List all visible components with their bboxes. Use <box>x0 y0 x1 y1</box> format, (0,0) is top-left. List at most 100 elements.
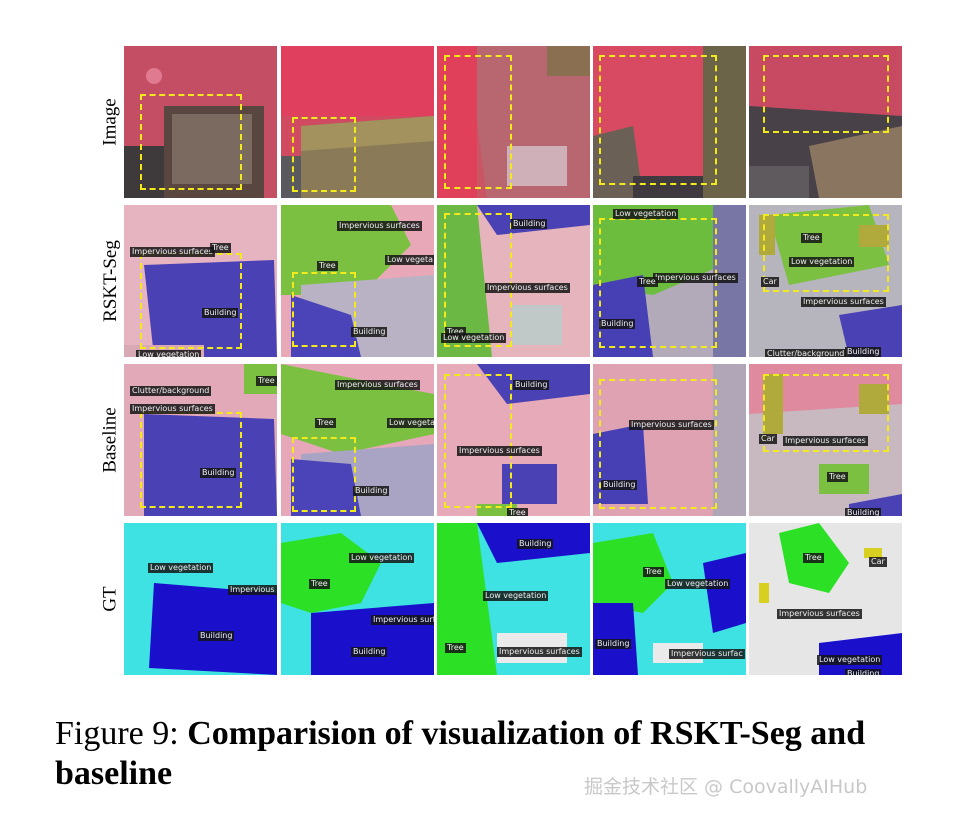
tag-tree: Tree <box>507 508 528 516</box>
tag-tree: Tree <box>801 233 822 243</box>
tag-building: Building <box>351 327 388 337</box>
baseline-tile-5: Car Impervious surfaces Tree Building <box>749 364 902 516</box>
tag-impervious: Impervious surfaces <box>457 446 542 456</box>
tag-low-vegetation: Low vegeta <box>385 255 434 265</box>
baseline-tile-3: Building Impervious surfaces Tree <box>437 364 590 516</box>
row-label-image: Image <box>100 98 122 146</box>
tag-impervious: Impervious surfaces <box>485 283 570 293</box>
tag-tree: Tree <box>637 277 658 287</box>
rskt-tile-3: Building Impervious surfaces Tree Low ve… <box>437 205 590 357</box>
tag-building: Building <box>511 219 548 229</box>
tag-building: Building <box>513 380 550 390</box>
tag-low-vegetation: Low vegetation <box>441 333 507 343</box>
tag-low-vegetation: Low vegetation <box>665 579 731 589</box>
row-label-gt: GT <box>99 586 121 612</box>
figure-9: Image RSKT-Seg Baseline GT <box>99 46 902 675</box>
highlight-box <box>292 272 356 347</box>
highlight-box <box>599 379 717 509</box>
tag-tree: Tree <box>445 643 466 653</box>
gt-tile-1: Low vegetation Impervious Building <box>124 523 277 675</box>
tag-impervious: Impervious surfaces <box>130 404 215 414</box>
tag-tree: Tree <box>827 472 848 482</box>
highlight-box <box>763 55 889 133</box>
image-tile-1 <box>124 46 277 198</box>
tag-tree: Tree <box>803 553 824 563</box>
highlight-box <box>763 374 889 452</box>
image-tile-3 <box>437 46 590 198</box>
highlight-box <box>444 55 512 189</box>
highlight-box <box>140 412 242 508</box>
rskt-tile-5: Tree Low vegetation Car Impervious surfa… <box>749 205 902 357</box>
tag-low-vegetation: Low vegetation <box>817 655 883 665</box>
tag-clutter: Clutter/background <box>765 349 847 357</box>
tag-car: Car <box>761 277 779 287</box>
highlight-box <box>292 117 356 192</box>
tag-building: Building <box>200 468 237 478</box>
baseline-tile-1: Tree Clutter/background Impervious surfa… <box>124 364 277 516</box>
image-tile-5 <box>749 46 902 198</box>
tag-low-vegetation: Low vegetation <box>789 257 855 267</box>
tag-low-vegetation: Low vegetation <box>148 563 214 573</box>
image-tile-2 <box>281 46 434 198</box>
tag-tree: Tree <box>256 376 277 386</box>
tag-low-vegetation: Low vegetation <box>613 209 679 219</box>
tag-impervious: Impervious surfaces <box>335 380 420 390</box>
tag-tree: Tree <box>317 261 338 271</box>
highlight-box <box>763 214 889 292</box>
tag-building: Building <box>845 347 882 357</box>
gt-tile-3: Building Low vegetation Tree Impervious … <box>437 523 590 675</box>
gt-tile-4: Tree Low vegetation Building Impervious … <box>593 523 746 675</box>
gt-tile-2: Low vegetation Tree Impervious surf Buil… <box>281 523 434 675</box>
gt-tile-5: Tree Car Impervious surfaces Low vegetat… <box>749 523 902 675</box>
baseline-tile-2: Impervious surfaces Tree Low vegeta Buil… <box>281 364 434 516</box>
tag-impervious: Impervious surfaces <box>783 436 868 446</box>
watermark: 掘金技术社区 @ CoovallyAIHub <box>584 776 868 798</box>
highlight-box <box>292 437 356 512</box>
tag-impervious: Impervious surfac <box>669 649 745 659</box>
tag-building: Building <box>202 308 239 318</box>
highlight-box <box>599 218 717 348</box>
tag-building: Building <box>845 669 882 675</box>
tag-building: Building <box>351 647 388 657</box>
tag-impervious: Impervious surfaces <box>497 647 582 657</box>
highlight-box <box>140 253 242 349</box>
rskt-tile-2: Impervious surfaces Tree Low vegeta Buil… <box>281 205 434 357</box>
image-tile-4 <box>593 46 746 198</box>
highlight-box <box>599 55 717 185</box>
tag-tree: Tree <box>210 243 231 253</box>
tag-impervious: Impervious surfaces <box>130 247 215 257</box>
tag-impervious: Impervious surf <box>371 615 434 625</box>
tag-car: Car <box>869 557 887 567</box>
tag-tree: Tree <box>309 579 330 589</box>
row-label-rskt-seg: RSKT-Seg <box>100 240 121 322</box>
figure-caption: Figure 9: Comparision of visualization o… <box>55 714 955 794</box>
tag-car: Car <box>759 434 777 444</box>
tag-building: Building <box>517 539 554 549</box>
tag-tree: Tree <box>643 567 664 577</box>
tag-impervious: Impervious surfaces <box>337 221 422 231</box>
caption-prefix: Figure 9: <box>55 715 188 752</box>
tag-impervious: Impervious surfaces <box>653 273 738 283</box>
tag-building: Building <box>601 480 638 490</box>
row-label-baseline: Baseline <box>100 407 121 473</box>
tag-building: Building <box>198 631 235 641</box>
tag-impervious: Impervious surfaces <box>777 609 862 619</box>
tag-impervious: Impervious surfaces <box>629 420 714 430</box>
tag-building: Building <box>845 508 882 516</box>
rskt-tile-1: Impervious surfaces Tree Building Low ve… <box>124 205 277 357</box>
tag-impervious: Impervious surfaces <box>801 297 886 307</box>
caption-title: Comparision of visualization of RSKT-Seg… <box>55 715 866 792</box>
highlight-box <box>140 94 242 190</box>
baseline-tile-4: Impervious surfaces Building <box>593 364 746 516</box>
tag-low-vegetation: Low vegetation <box>483 591 549 601</box>
highlight-box <box>444 213 512 347</box>
tag-building: Building <box>353 486 390 496</box>
rskt-tile-4: Low vegetation Impervious surfaces Tree … <box>593 205 746 357</box>
tag-building: Building <box>599 319 636 329</box>
tag-low-vegetation: Low vegetation <box>349 553 415 563</box>
tag-tree: Tree <box>315 418 336 428</box>
highlight-box <box>444 374 512 508</box>
tag-building: Building <box>595 639 632 649</box>
tag-tree: Tree <box>445 327 466 337</box>
tag-clutter: Clutter/background <box>130 386 212 396</box>
